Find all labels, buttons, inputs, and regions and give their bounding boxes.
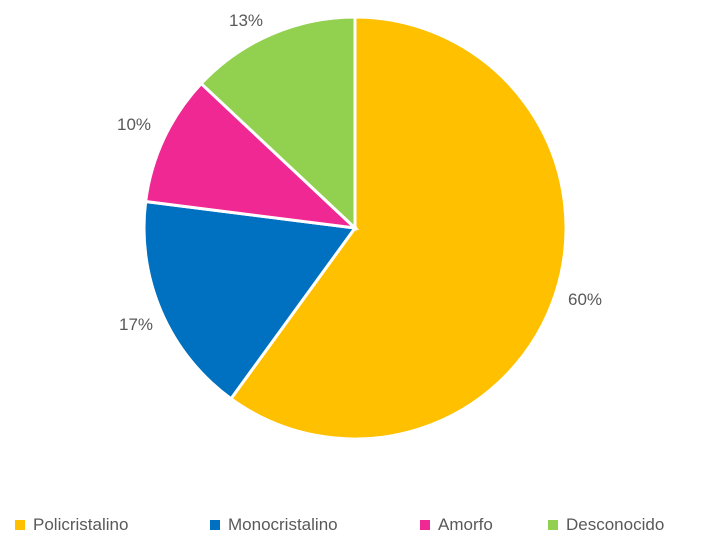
legend-label-monocristalino: Monocristalino <box>228 515 338 534</box>
pie-chart: 60% 17% 10% 13% <box>117 11 602 441</box>
pie-slice-desconocido <box>199 15 357 232</box>
pie-slice-amorfo <box>143 81 360 231</box>
legend-swatch-policristalino <box>15 520 25 530</box>
legend-item-policristalino: Policristalino <box>15 510 128 540</box>
legend-label-desconocido: Desconocido <box>566 515 665 534</box>
data-label-monocristalino: 17% <box>119 315 153 334</box>
legend-swatch-desconocido <box>548 520 558 530</box>
pie-slice-monocristalino <box>142 199 358 401</box>
legend-item-desconocido: Desconocido <box>548 510 664 540</box>
pie-slice-policristalino <box>228 15 568 441</box>
data-label-policristalino: 60% <box>568 290 602 309</box>
legend-swatch-amorfo <box>420 520 430 530</box>
legend-item-monocristalino: Monocristalino <box>210 510 338 540</box>
legend-label-amorfo: Amorfo <box>438 515 493 534</box>
chart-legend: Policristalino Monocristalino Amorfo Des… <box>0 510 709 540</box>
legend-item-amorfo: Amorfo <box>420 510 493 540</box>
data-label-desconocido: 13% <box>229 11 263 30</box>
legend-swatch-monocristalino <box>210 520 220 530</box>
data-label-amorfo: 10% <box>117 115 151 134</box>
legend-label-policristalino: Policristalino <box>33 515 129 534</box>
